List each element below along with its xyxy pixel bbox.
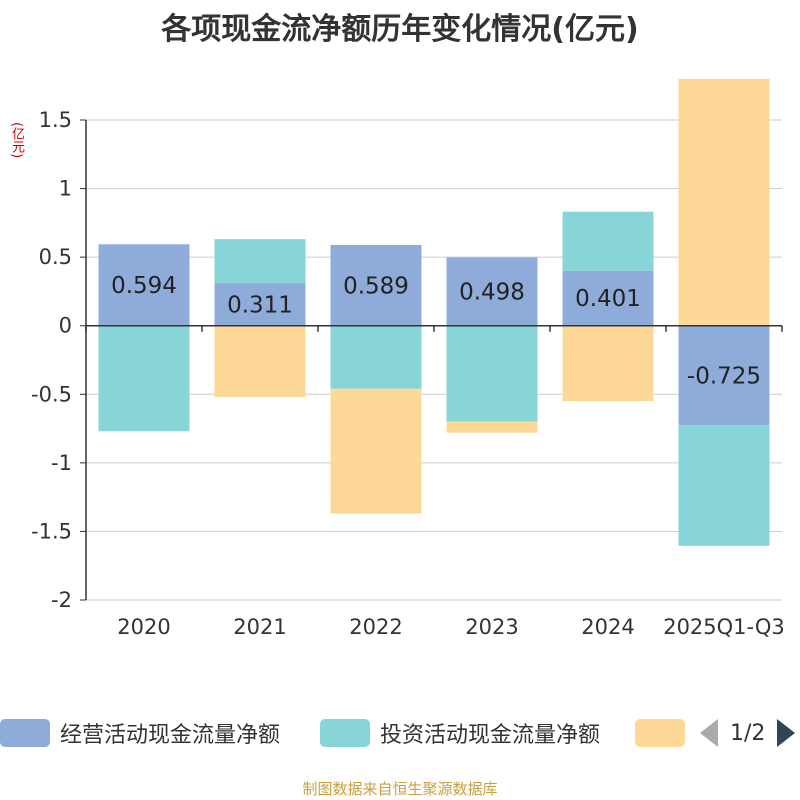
- y-tick-label: -1.5: [31, 519, 72, 543]
- bar-series2-1: [214, 325, 306, 398]
- bar-series0-1: [214, 283, 306, 326]
- y-axis-unit-label: (亿元): [9, 122, 24, 159]
- legend-swatch-operating: [0, 719, 50, 747]
- bar-series0-4: [562, 270, 654, 326]
- data-label-0: 0.594: [111, 273, 177, 299]
- x-tick-label-5: 2025Q1-Q3: [663, 615, 785, 639]
- bar-series0-2: [330, 244, 422, 326]
- data-label-1: 0.311: [227, 292, 293, 318]
- legend-swatch-investing: [320, 719, 370, 747]
- bar-series2-4: [562, 325, 654, 402]
- y-tick-label: -2: [51, 588, 72, 612]
- legend: 经营活动现金流量净额 投资活动现金流量净额: [0, 713, 800, 753]
- x-tick-label-0: 2020: [117, 615, 170, 639]
- legend-item-investing[interactable]: 投资活动现金流量净额: [320, 713, 600, 753]
- data-label-4: 0.401: [575, 286, 641, 312]
- bar-series0-3: [446, 257, 538, 326]
- x-tick-label-3: 2023: [465, 615, 518, 639]
- data-source-footer: 制图数据来自恒生聚源数据库: [302, 780, 498, 798]
- bar-series1-0: [98, 325, 190, 432]
- data-label-2: 0.589: [343, 273, 409, 299]
- legend-label-operating: 经营活动现金流量净额: [60, 723, 281, 748]
- bar-series2-2: [330, 388, 422, 514]
- legend-label-investing: 投资活动现金流量净额: [380, 723, 601, 748]
- x-tick-label-1: 2021: [233, 615, 286, 639]
- data-label-3: 0.498: [459, 280, 525, 306]
- bar-series0-5: [678, 325, 770, 426]
- bar-series1-3: [446, 325, 538, 422]
- legend-next-page-icon[interactable]: [777, 719, 796, 747]
- legend-item-operating[interactable]: 经营活动现金流量净额: [0, 713, 280, 753]
- legend-swatch-financing: [635, 719, 685, 747]
- x-tick-label-4: 2024: [581, 615, 634, 639]
- y-tick-label: 1: [59, 177, 72, 201]
- y-tick-label: -0.5: [31, 382, 72, 406]
- y-tick-label: -1: [51, 451, 72, 475]
- bar-series2-5: [678, 78, 770, 326]
- legend-prev-page-icon[interactable]: [700, 719, 718, 747]
- y-tick-label: 1.5: [39, 108, 72, 132]
- chart-title: 各项现金流净额历年变化情况(亿元): [161, 12, 639, 47]
- bar-series1-5: [678, 425, 770, 546]
- bar-series0-0: [98, 244, 190, 326]
- legend-item-financing[interactable]: [635, 713, 685, 753]
- bar-series1-4: [562, 211, 654, 271]
- data-label-5: -0.725: [687, 363, 761, 389]
- y-tick-label: 0.5: [39, 245, 72, 269]
- legend-pager: 1/2: [700, 713, 796, 753]
- bar-series1-1: [214, 239, 306, 284]
- bar-series2-3: [446, 421, 538, 433]
- legend-page-number: 1/2: [730, 720, 766, 746]
- bar-series1-2: [330, 325, 422, 389]
- y-tick-label: 0: [59, 314, 72, 338]
- x-tick-label-2: 2022: [349, 615, 402, 639]
